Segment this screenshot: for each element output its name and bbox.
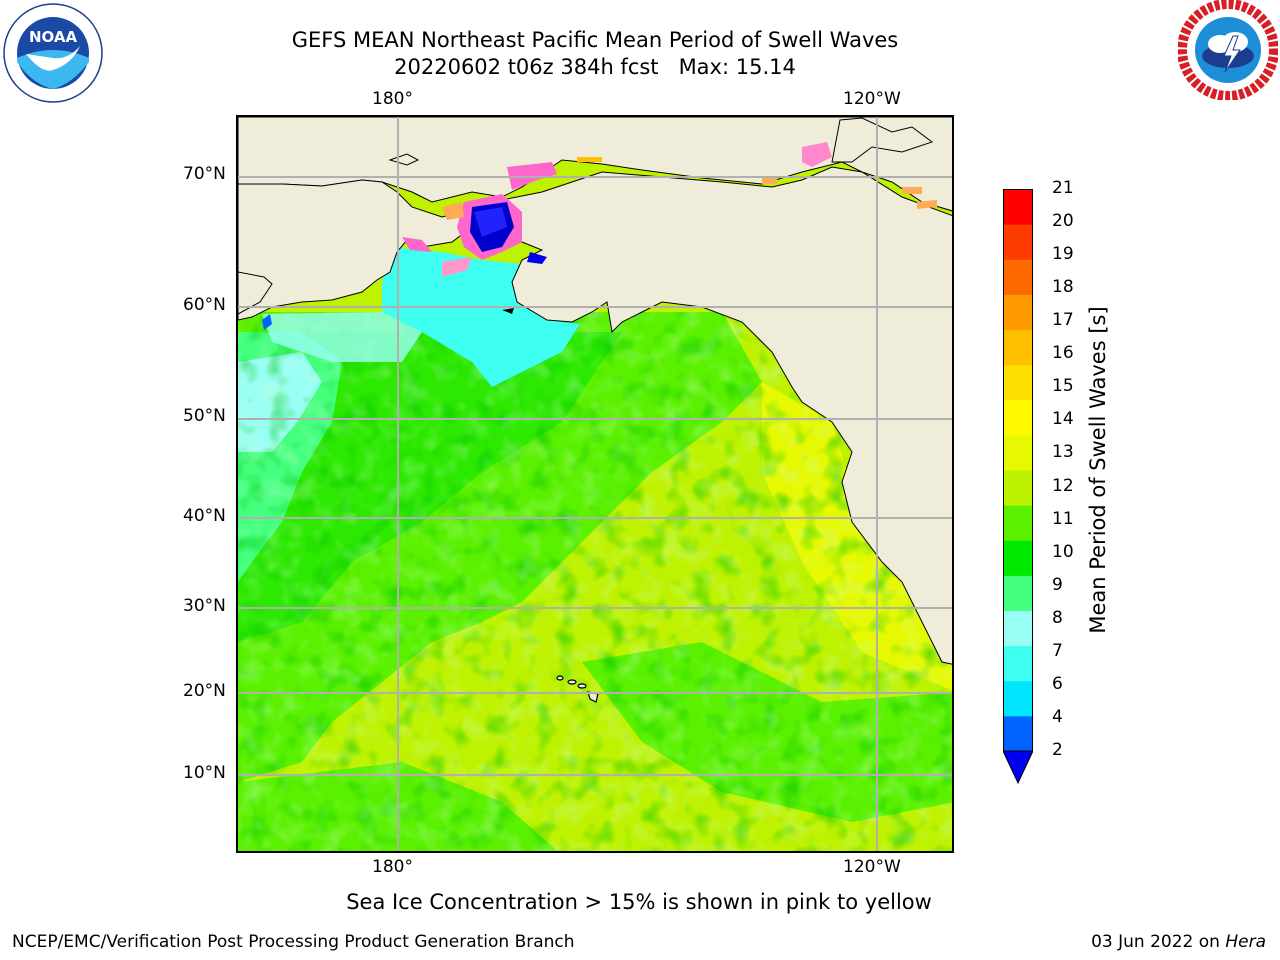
colorbar-tick-label: 2 — [1052, 740, 1063, 760]
colorbar-tick-label: 9 — [1052, 574, 1063, 595]
bering-sea — [382, 247, 580, 387]
noaa-logo: NOAA — [2, 2, 104, 104]
colorbar-tick-label: 6 — [1052, 673, 1063, 694]
colorbar-title: Mean Period of Swell Waves [s] — [1086, 306, 1110, 634]
lat-label-40n: 40°N — [183, 506, 226, 526]
colorbar-tick-label: 21 — [1052, 178, 1074, 198]
colorbar-tick-label: 7 — [1052, 640, 1063, 661]
hawaii-islands — [556, 675, 599, 703]
map-panel — [236, 115, 954, 853]
sea-ice-footnote: Sea Ice Concentration > 15% is shown in … — [346, 890, 932, 914]
kamchatka-land — [238, 271, 273, 315]
colorbar-tick-label: 8 — [1052, 607, 1063, 628]
colorbar-swatch — [1003, 540, 1033, 576]
lat-label-10n: 10°N — [183, 763, 226, 783]
colorbar-swatch — [1003, 610, 1033, 647]
credit-host: Hera — [1225, 932, 1266, 952]
colorbar — [1002, 189, 1034, 785]
colorbar-tick-label: 18 — [1052, 277, 1074, 298]
colorbar-tick-label: 14 — [1052, 409, 1074, 430]
colorbar-tick-label: 15 — [1052, 376, 1074, 397]
colorbar-swatch — [1003, 434, 1033, 471]
colorbar-tick-label: 20 — [1052, 211, 1074, 232]
colorbar-swatch — [1003, 259, 1033, 295]
colorbar-swatch — [1003, 680, 1033, 717]
colorbar-swatch — [1003, 505, 1033, 541]
colorbar-tick-label: 16 — [1052, 343, 1074, 364]
colorbar-tick-label: 19 — [1052, 244, 1074, 265]
colorbar-swatch — [1003, 715, 1033, 752]
credit-date-host: 03 Jun 2022 on Hera — [1091, 932, 1266, 952]
bering-sea-south — [262, 312, 422, 362]
colorbar-swatch — [1003, 645, 1033, 682]
colorbar-swatch — [1003, 399, 1033, 436]
lon-label-top-180: 180° — [372, 89, 413, 109]
colorbar-under-triangle — [1002, 750, 1034, 785]
colorbar-tick-label: 11 — [1052, 508, 1074, 529]
colorbar-swatch — [1003, 470, 1033, 506]
credit-branch: NCEP/EMC/Verification Post Processing Pr… — [12, 932, 575, 952]
colorbar-outline — [1003, 189, 1033, 752]
alaska-canada-land — [491, 166, 952, 665]
lon-label-top-120w: 120°W — [843, 89, 901, 109]
lat-label-60n: 60°N — [183, 295, 226, 315]
lat-label-50n: 50°N — [183, 406, 226, 426]
sea-ice — [262, 142, 937, 330]
chart-subtitle: 20220602 t06z 384h fcst Max: 15.14 — [394, 55, 796, 79]
colorbar-tick-label: 17 — [1052, 310, 1074, 331]
colorbar-tick-label: 12 — [1052, 475, 1074, 496]
aleutian-island — [502, 308, 514, 314]
nws-logo — [1177, 0, 1279, 101]
chart-title: GEFS MEAN Northeast Pacific Mean Period … — [291, 28, 899, 52]
colorbar-tick-label: 10 — [1052, 541, 1074, 562]
colorbar-swatch — [1003, 329, 1033, 366]
colorbar-swatch — [1003, 294, 1033, 330]
colorbar-swatch — [1003, 224, 1033, 260]
wrangel-island — [388, 153, 420, 166]
colorbar-swatches — [1002, 189, 1034, 785]
lon-label-bottom-180: 180° — [372, 857, 413, 877]
swell-period-map — [238, 117, 952, 851]
lat-label-30n: 30°N — [183, 596, 226, 616]
lat-label-70n: 70°N — [183, 164, 226, 184]
colorbar-swatch — [1003, 189, 1033, 225]
lon-label-bottom-120w: 120°W — [843, 857, 901, 877]
credit-date: 03 Jun 2022 on — [1091, 932, 1226, 952]
colorbar-tick-label: 13 — [1052, 442, 1074, 463]
graticule — [238, 117, 952, 851]
colorbar-swatch — [1003, 364, 1033, 401]
colorbar-tick-label: 4 — [1052, 706, 1063, 727]
lat-label-20n: 20°N — [183, 681, 226, 701]
colorbar-swatch — [1003, 575, 1033, 611]
noaa-logo-text: NOAA — [29, 28, 78, 46]
